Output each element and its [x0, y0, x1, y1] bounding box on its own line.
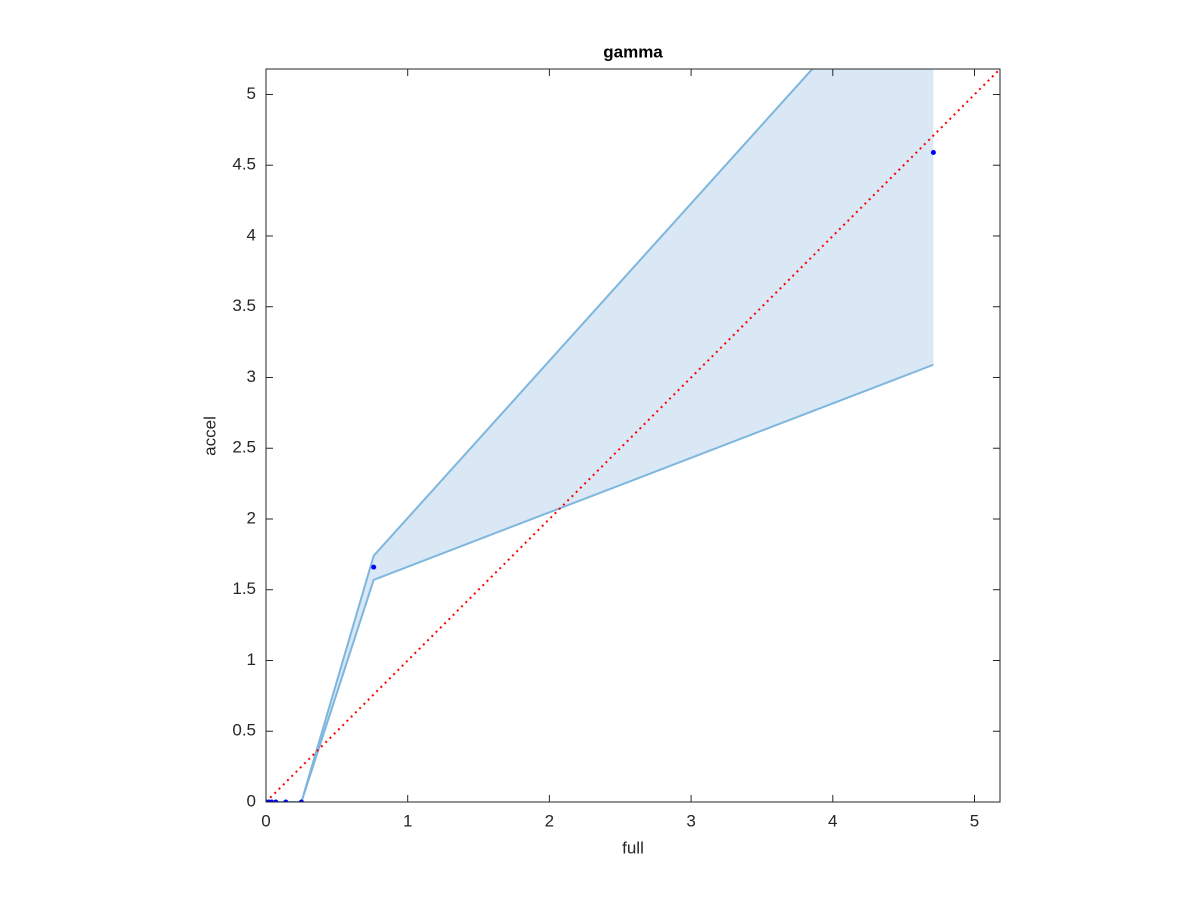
data-point	[273, 799, 279, 802]
y-tick-label: 1.5	[232, 579, 256, 598]
y-tick-label: 2	[247, 508, 256, 527]
y-tick-label: 0.5	[232, 721, 256, 740]
y-tick-label: 1	[247, 650, 256, 669]
data-point	[371, 564, 377, 570]
y-tick-label: 2.5	[232, 438, 256, 457]
axes-box	[265, 68, 1001, 803]
x-tick-label: 3	[686, 811, 695, 830]
y-tick-label: 3	[247, 367, 256, 386]
band-lower-edge	[266, 363, 934, 802]
y-tick-label: 3.5	[232, 296, 256, 315]
x-tick-label: 1	[403, 811, 412, 830]
data-point	[298, 799, 304, 802]
x-tick-label: 0	[261, 811, 270, 830]
y-tick-label: 5	[247, 84, 256, 103]
band-upper-edge	[266, 69, 814, 802]
y-tick-label: 4	[247, 225, 256, 244]
y-tick-label: 0	[247, 791, 256, 810]
x-tick-label: 2	[545, 811, 554, 830]
data-point	[930, 149, 936, 155]
confidence-band	[266, 69, 934, 802]
x-tick-label: 4	[828, 811, 837, 830]
chart-title: gamma	[603, 42, 663, 61]
x-axis-label: full	[622, 838, 644, 857]
plot-area	[266, 69, 1000, 802]
data-point	[283, 799, 289, 802]
x-tick-label: 5	[970, 811, 979, 830]
data-point	[269, 799, 275, 802]
y-tick-label: 4.5	[232, 155, 256, 174]
y-axis-label: accel	[200, 416, 219, 456]
reference-line	[266, 69, 1000, 802]
